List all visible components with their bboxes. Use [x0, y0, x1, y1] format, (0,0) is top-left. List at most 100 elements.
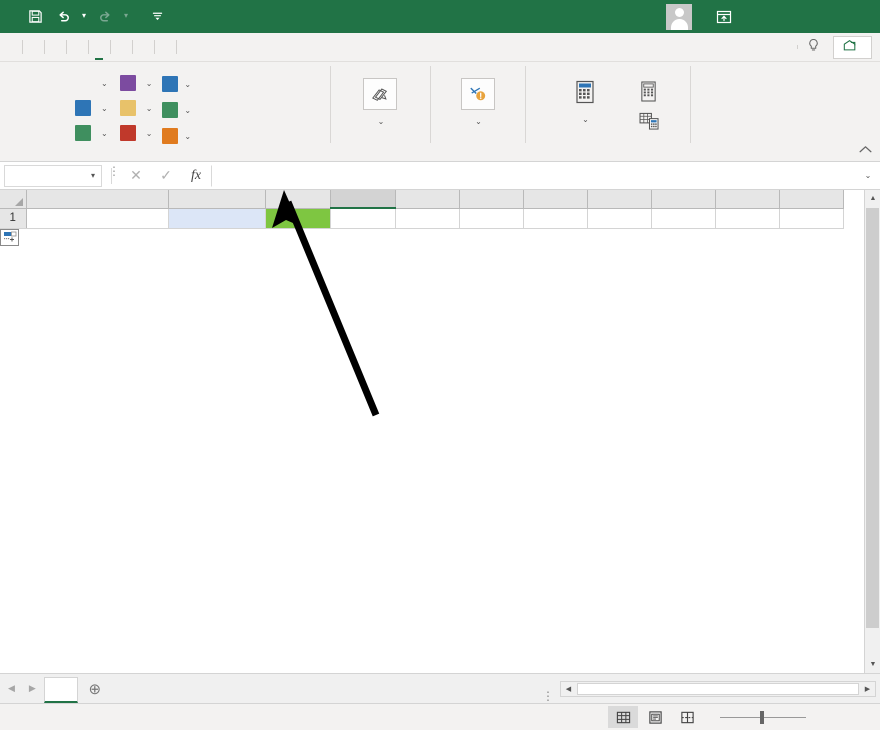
add-sheet-icon[interactable]: ⊕	[88, 680, 102, 698]
chevron-down-icon[interactable]: ⌄	[184, 131, 192, 141]
cell-e1[interactable]	[395, 208, 460, 229]
vertical-scroll-thumb[interactable]	[866, 208, 879, 628]
cell-a1[interactable]	[26, 208, 169, 229]
financial-functions-button[interactable]: ⌄	[72, 121, 111, 145]
calculate-sheet-button[interactable]	[639, 112, 660, 135]
cell-h1[interactable]	[587, 208, 652, 229]
cell-b1[interactable]	[167, 208, 266, 229]
column-header-a[interactable]	[26, 190, 169, 209]
cell-d1[interactable]	[330, 208, 396, 229]
page-layout-view-icon[interactable]	[640, 706, 670, 728]
date-time-functions-button[interactable]: ⌄	[117, 121, 156, 145]
undo-icon[interactable]	[50, 5, 76, 29]
column-header-b[interactable]	[168, 190, 266, 209]
column-header-d[interactable]	[330, 190, 396, 209]
scroll-up-icon[interactable]: ▲	[865, 190, 880, 207]
logical-functions-button[interactable]: ⌄	[117, 71, 156, 95]
maximize-button[interactable]	[789, 0, 834, 33]
column-header-j[interactable]	[715, 190, 780, 209]
scroll-left-icon[interactable]: ◀	[565, 686, 572, 693]
column-header-e[interactable]	[395, 190, 460, 209]
chevron-down-icon[interactable]: ⌄	[145, 128, 153, 138]
calculation-options-button[interactable]: ⌄	[532, 73, 637, 126]
column-header-k[interactable]	[779, 190, 844, 209]
chevron-down-icon[interactable]: ⌄	[101, 128, 108, 138]
grid-table: 1	[0, 190, 844, 229]
cell-f1[interactable]	[459, 208, 524, 229]
collapse-ribbon-icon[interactable]	[859, 145, 872, 157]
save-icon[interactable]	[22, 5, 48, 29]
date-time-functions-icon	[119, 125, 136, 141]
lookup-reference-button[interactable]: ⌄	[162, 73, 191, 95]
vertical-scrollbar[interactable]: ▲ ▼	[864, 190, 880, 673]
horizontal-scrollbar[interactable]: ◀ ▶	[560, 681, 876, 697]
cell-g1[interactable]	[523, 208, 588, 229]
recent-functions-button[interactable]: ⌄	[72, 96, 111, 120]
enter-icon[interactable]: ✓	[160, 167, 172, 183]
row-header-1[interactable]: 1	[0, 208, 27, 229]
chevron-down-icon[interactable]: ⌄	[101, 103, 108, 113]
previous-sheet-icon[interactable]: ◀	[8, 683, 15, 693]
horizontal-scroll-thumb[interactable]	[577, 683, 859, 695]
tab-file[interactable]	[0, 33, 22, 61]
autosum-button[interactable]: ⌄	[72, 71, 111, 95]
calculate-now-button[interactable]	[639, 81, 660, 107]
chevron-down-icon[interactable]: ▾	[90, 171, 95, 180]
avatar[interactable]	[666, 3, 692, 30]
select-all-button[interactable]	[0, 190, 27, 209]
cell-j1[interactable]	[715, 208, 780, 229]
ribbon-display-options-icon[interactable]	[704, 9, 744, 25]
minimize-button[interactable]	[744, 0, 789, 33]
cell-c1[interactable]	[265, 208, 331, 229]
column-header-h[interactable]	[587, 190, 652, 209]
column-header-i[interactable]	[651, 190, 716, 209]
more-functions-button[interactable]: ⌄	[162, 125, 191, 147]
auto-fill-options-icon[interactable]	[0, 228, 19, 246]
zoom-slider[interactable]	[720, 710, 806, 724]
zoom-slider-thumb[interactable]	[760, 710, 764, 724]
math-trig-button[interactable]: ⌄	[162, 99, 191, 121]
sheet-tab-list1[interactable]	[43, 677, 78, 703]
tab-page-layout[interactable]	[66, 33, 88, 61]
tab-insert[interactable]	[44, 33, 66, 61]
normal-view-icon[interactable]	[608, 706, 638, 728]
tab-review[interactable]	[132, 33, 154, 61]
chevron-down-icon[interactable]: ⌄	[101, 78, 108, 88]
chevron-down-icon[interactable]: ⌄	[145, 103, 153, 113]
formula-input[interactable]	[211, 164, 860, 187]
tab-view[interactable]	[154, 33, 176, 61]
cancel-icon[interactable]: ✕	[130, 167, 142, 183]
defined-names-button[interactable]: ⌄	[337, 75, 423, 128]
name-box[interactable]: ▾	[4, 164, 102, 187]
tab-home[interactable]	[22, 33, 44, 61]
chevron-down-icon[interactable]: ⌄	[184, 79, 192, 89]
sheet-options-icon[interactable]: ⋮	[542, 689, 554, 703]
scroll-down-icon[interactable]: ▼	[865, 656, 880, 673]
chevron-down-icon[interactable]: ⌄	[145, 78, 153, 88]
cell-i1[interactable]	[651, 208, 716, 229]
tab-formulas[interactable]	[88, 33, 110, 61]
column-header-g[interactable]	[523, 190, 588, 209]
page-break-view-icon[interactable]	[672, 706, 702, 728]
share-button[interactable]	[833, 35, 872, 59]
close-button[interactable]	[834, 0, 880, 33]
column-header-c[interactable]	[265, 190, 331, 209]
next-sheet-icon[interactable]: ▶	[28, 683, 36, 693]
chevron-down-icon[interactable]: ⌄	[184, 105, 192, 115]
column-header-f[interactable]	[459, 190, 524, 209]
customize-quick-access-icon[interactable]	[144, 5, 170, 29]
cell-k1[interactable]	[779, 208, 844, 229]
text-functions-button[interactable]: ⌄	[117, 96, 156, 120]
column-headers-row	[0, 190, 844, 209]
tab-data[interactable]	[110, 33, 132, 61]
redo-icon	[92, 5, 118, 29]
scroll-right-icon[interactable]: ▶	[864, 686, 871, 693]
expand-formula-bar-icon[interactable]: ⌄	[864, 171, 872, 180]
undo-dropdown-icon[interactable]: ▾	[81, 10, 86, 20]
insert-function-icon[interactable]: fx	[190, 167, 202, 183]
tab-help[interactable]	[176, 33, 198, 61]
tell-me-search[interactable]	[797, 38, 827, 56]
logical-functions-icon	[119, 75, 136, 91]
insert-function-button[interactable]	[7, 69, 69, 71]
formula-auditing-button[interactable]: ⌄	[437, 75, 518, 128]
